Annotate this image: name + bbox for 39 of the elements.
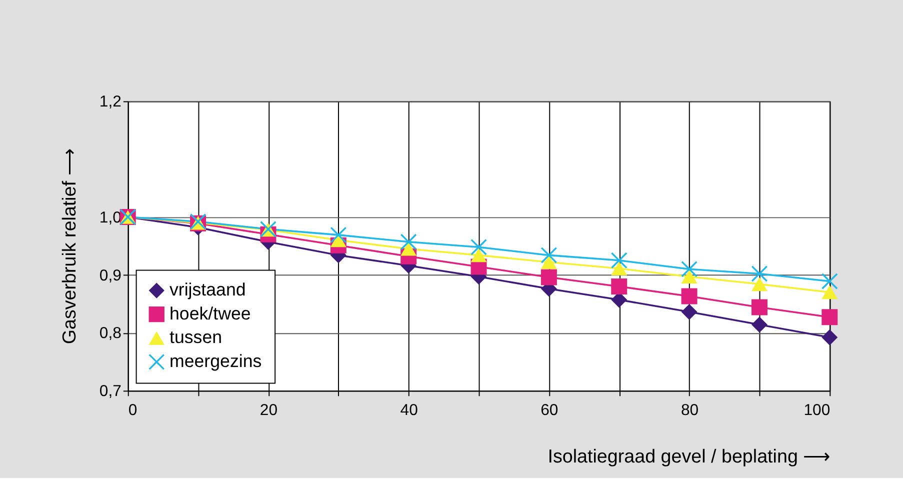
x-tick-label: 100 <box>804 402 830 419</box>
x-axis-title: Isolatiegraad gevel / beplating ⟶ <box>548 446 830 467</box>
x-tick-label: 60 <box>540 402 558 419</box>
point <box>540 255 557 270</box>
point <box>400 234 417 250</box>
point <box>470 239 487 256</box>
legend-label: meergezins <box>170 350 262 371</box>
point <box>822 285 838 300</box>
point <box>751 277 768 292</box>
point <box>681 261 698 278</box>
x-tick-label: 0 <box>128 402 138 419</box>
y-tick-label: 0,8 <box>99 325 122 342</box>
x-tick-label: 80 <box>680 402 699 419</box>
point <box>751 316 768 333</box>
point <box>611 252 628 268</box>
point <box>330 226 346 243</box>
point <box>751 266 768 282</box>
point <box>681 304 698 320</box>
point <box>611 262 628 276</box>
y-tick-label: 1,2 <box>99 94 122 111</box>
point <box>470 248 487 262</box>
x-tick-label: 40 <box>400 402 418 419</box>
y-tick-label: 0,9 <box>99 267 122 284</box>
point <box>400 242 417 256</box>
y-axis-title: Gasverbruik relatief ⟶ <box>58 148 80 344</box>
y-tick-label: 0,7 <box>99 383 122 400</box>
legend-label: hoek/twee <box>170 303 251 324</box>
point <box>540 247 557 264</box>
point <box>611 278 628 294</box>
point <box>751 299 768 316</box>
point <box>822 309 838 326</box>
point <box>822 329 838 346</box>
point <box>822 273 838 290</box>
point <box>681 288 698 304</box>
legend-label: vrijstaand <box>170 280 246 300</box>
point <box>681 270 698 284</box>
point <box>540 269 557 286</box>
x-tick-label: 20 <box>260 402 278 419</box>
legend-label: tussen <box>170 327 222 348</box>
